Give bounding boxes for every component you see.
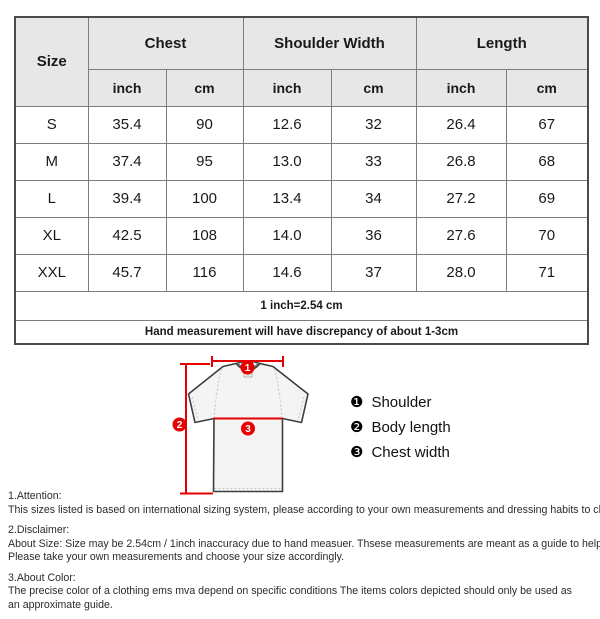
cell-value: 42.5	[87, 216, 167, 255]
footnote-row: Hand measurement will have discrepancy o…	[14, 319, 589, 345]
cell-value: 71	[505, 253, 589, 292]
svg-text:1: 1	[245, 363, 251, 374]
seam-right	[274, 368, 283, 419]
cell-value: 26.4	[415, 105, 507, 144]
note-title: 2.Disclaimer:	[8, 524, 70, 536]
table-row-xxl: XXL 45.7 116 14.6 37 28.0 71	[14, 253, 589, 292]
footnote-row: 1 inch=2.54 cm	[14, 290, 589, 321]
size-label: M	[14, 142, 89, 181]
cell-value: 12.6	[242, 105, 332, 144]
note-title: 1.Attention:	[8, 490, 62, 502]
table-row-l: L 39.4 100 13.4 34 27.2 69	[14, 179, 589, 218]
numbered-circle-1-icon: ❶	[350, 394, 364, 411]
header-chest-inch: inch	[87, 68, 167, 107]
header-chest-cm: cm	[165, 68, 244, 107]
marker-shoulder: 1	[240, 360, 255, 375]
marker-body-length: 2	[172, 417, 187, 432]
cell-value: 13.4	[242, 179, 332, 218]
note-text: The precise color of a clothing ems mva …	[8, 585, 572, 597]
cell-value: 37.4	[87, 142, 167, 181]
cell-value: 32	[330, 105, 417, 144]
header-size: Size	[14, 16, 89, 107]
body-length-measure-line	[180, 363, 213, 495]
header-shoulder-cm: cm	[330, 68, 417, 107]
size-label: S	[14, 105, 89, 144]
legend-label: Chest width	[371, 444, 450, 461]
cell-value: 14.6	[242, 253, 332, 292]
cell-value: 35.4	[87, 105, 167, 144]
cell-value: 33	[330, 142, 417, 181]
legend-item-shoulder: ❶ Shoulder	[350, 394, 451, 411]
header-shoulder-width: Shoulder Width	[242, 16, 417, 70]
note-attention: 1.Attention: This sizes listed is based …	[8, 490, 600, 517]
table-row-m: M 37.4 95 13.0 33 26.8 68	[14, 142, 589, 181]
header-chest: Chest	[87, 16, 244, 70]
note-title: 3.About Color:	[8, 571, 76, 584]
numbered-circle-2-icon: ❷	[350, 419, 364, 436]
footnote-measurement-discrepancy: Hand measurement will have discrepancy o…	[14, 319, 589, 345]
cell-value: 36	[330, 216, 417, 255]
cell-value: 108	[165, 216, 244, 255]
table-row-xl: XL 42.5 108 14.0 36 27.6 70	[14, 216, 589, 255]
cell-value: 37	[330, 253, 417, 292]
size-label: XL	[14, 216, 89, 255]
marker-chest-width: 3	[241, 421, 255, 436]
header-length: Length	[415, 16, 589, 70]
cell-value: 26.8	[415, 142, 507, 181]
header-shoulder-inch: inch	[242, 68, 332, 107]
cell-value: 67	[505, 105, 589, 144]
cell-value: 39.4	[87, 179, 167, 218]
cell-value: 14.0	[242, 216, 332, 255]
seam-left	[213, 368, 222, 419]
cell-value: 45.7	[87, 253, 167, 292]
size-chart-table: Size Chest Shoulder Width Length inch cm…	[14, 16, 589, 345]
footnote-inch-conversion: 1 inch=2.54 cm	[14, 290, 589, 321]
cell-value: 70	[505, 216, 589, 255]
header-length-cm: cm	[505, 68, 589, 107]
note-text: This sizes listed is based on internatio…	[8, 503, 600, 516]
note-disclaimer: 2.Disclaimer: About Size: Size may be 2.…	[8, 524, 600, 565]
cell-value: 69	[505, 179, 589, 218]
cell-value: 13.0	[242, 142, 332, 181]
cell-value: 100	[165, 179, 244, 218]
cell-value: 90	[165, 105, 244, 144]
note-text: an approximate guide.	[8, 598, 113, 611]
size-label: XXL	[14, 253, 89, 292]
legend-item-body-length: ❷ Body length	[350, 419, 451, 436]
cell-value: 28.0	[415, 253, 507, 292]
note-text: Please take your own measurements and ch…	[8, 551, 345, 563]
measurement-legend: ❶ Shoulder ❷ Body length ❸ Chest width	[350, 394, 451, 461]
cell-value: 27.6	[415, 216, 507, 255]
cell-value: 95	[165, 142, 244, 181]
cell-value: 34	[330, 179, 417, 218]
svg-text:2: 2	[177, 420, 183, 431]
legend-label: Body length	[371, 419, 451, 436]
legend-label: Shoulder	[371, 394, 432, 411]
cell-value: 116	[165, 253, 244, 292]
note-text: About Size: Size may be 2.54cm / 1inch i…	[8, 537, 600, 550]
numbered-circle-3-icon: ❸	[350, 444, 364, 461]
size-label: L	[14, 179, 89, 218]
svg-text:3: 3	[245, 424, 251, 435]
table-row-s: S 35.4 90 12.6 32 26.4 67	[14, 105, 589, 144]
cell-value: 68	[505, 142, 589, 181]
cell-value: 27.2	[415, 179, 507, 218]
header-length-inch: inch	[415, 68, 507, 107]
note-about-color: 3.About Color: The precise color of a cl…	[8, 572, 600, 613]
legend-item-chest-width: ❸ Chest width	[350, 444, 451, 461]
tshirt-diagram: 1 2 3	[172, 356, 309, 495]
